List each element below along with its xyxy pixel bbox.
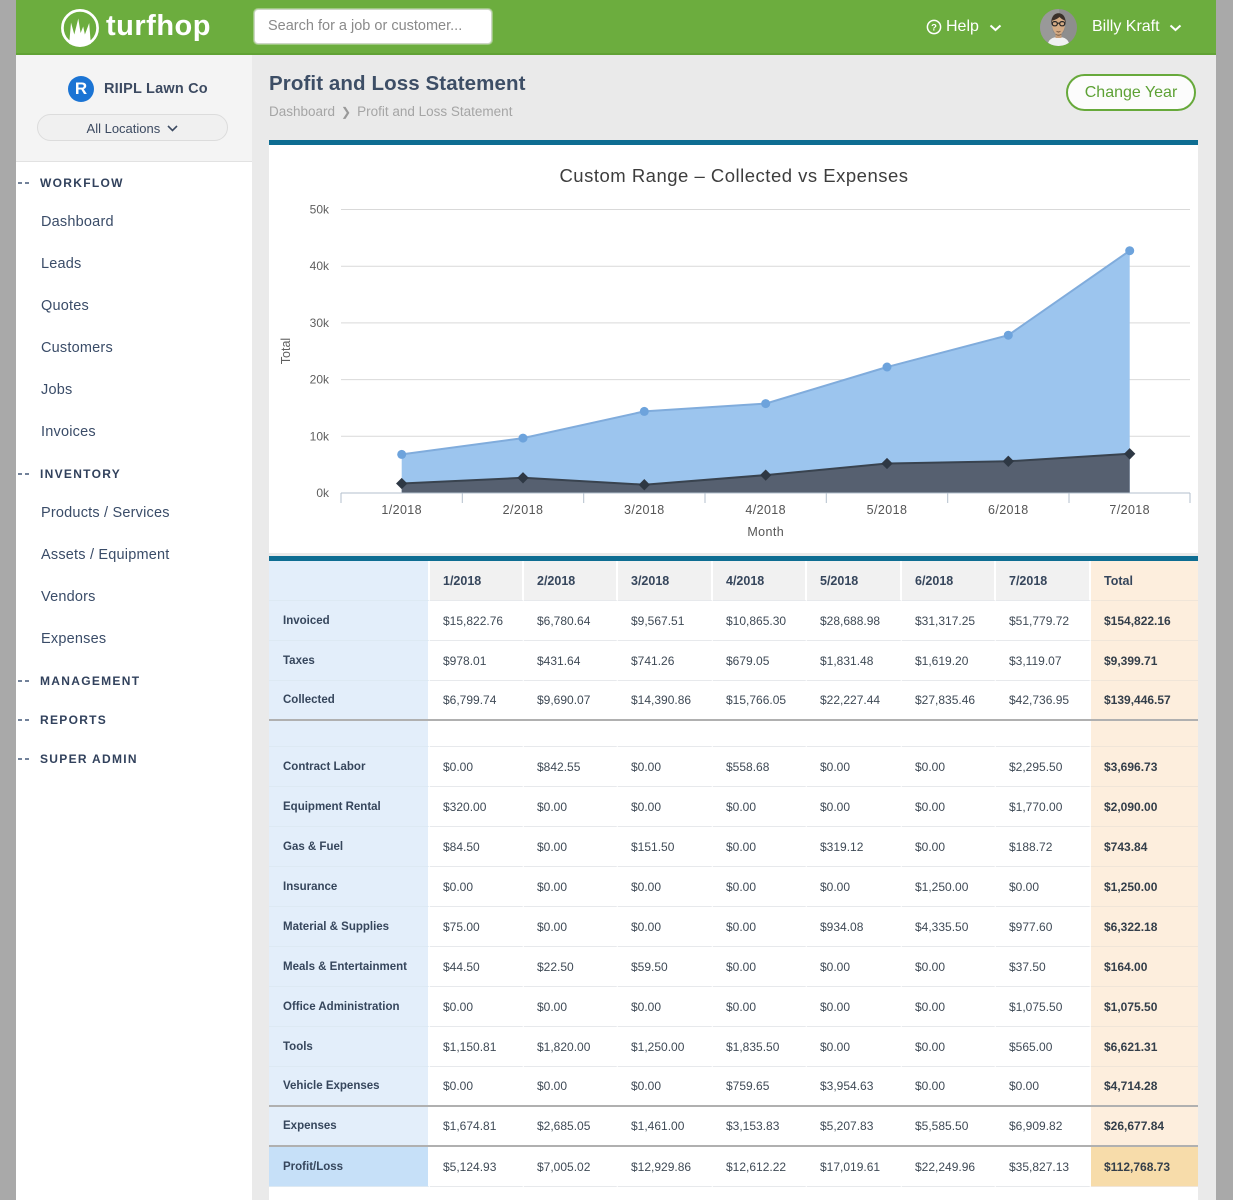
- svg-text:Total: Total: [279, 338, 293, 364]
- svg-text:6/2018: 6/2018: [988, 503, 1029, 517]
- svg-text:3/2018: 3/2018: [624, 503, 665, 517]
- svg-text:10k: 10k: [310, 429, 330, 443]
- svg-text:7/2018: 7/2018: [1109, 503, 1150, 517]
- svg-text:30k: 30k: [310, 316, 330, 330]
- svg-text:5/2018: 5/2018: [867, 503, 908, 517]
- svg-text:2/2018: 2/2018: [503, 503, 544, 517]
- svg-text:?: ?: [931, 23, 937, 34]
- svg-text:50k: 50k: [310, 203, 330, 217]
- svg-text:Custom Range – Collected vs Ex: Custom Range – Collected vs Expenses: [559, 165, 908, 186]
- svg-text:1/2018: 1/2018: [381, 503, 422, 517]
- svg-text:0k: 0k: [316, 486, 330, 500]
- svg-text:4/2018: 4/2018: [745, 503, 786, 517]
- svg-text:20k: 20k: [310, 373, 330, 387]
- svg-text:40k: 40k: [310, 259, 330, 273]
- svg-text:Month: Month: [747, 525, 784, 539]
